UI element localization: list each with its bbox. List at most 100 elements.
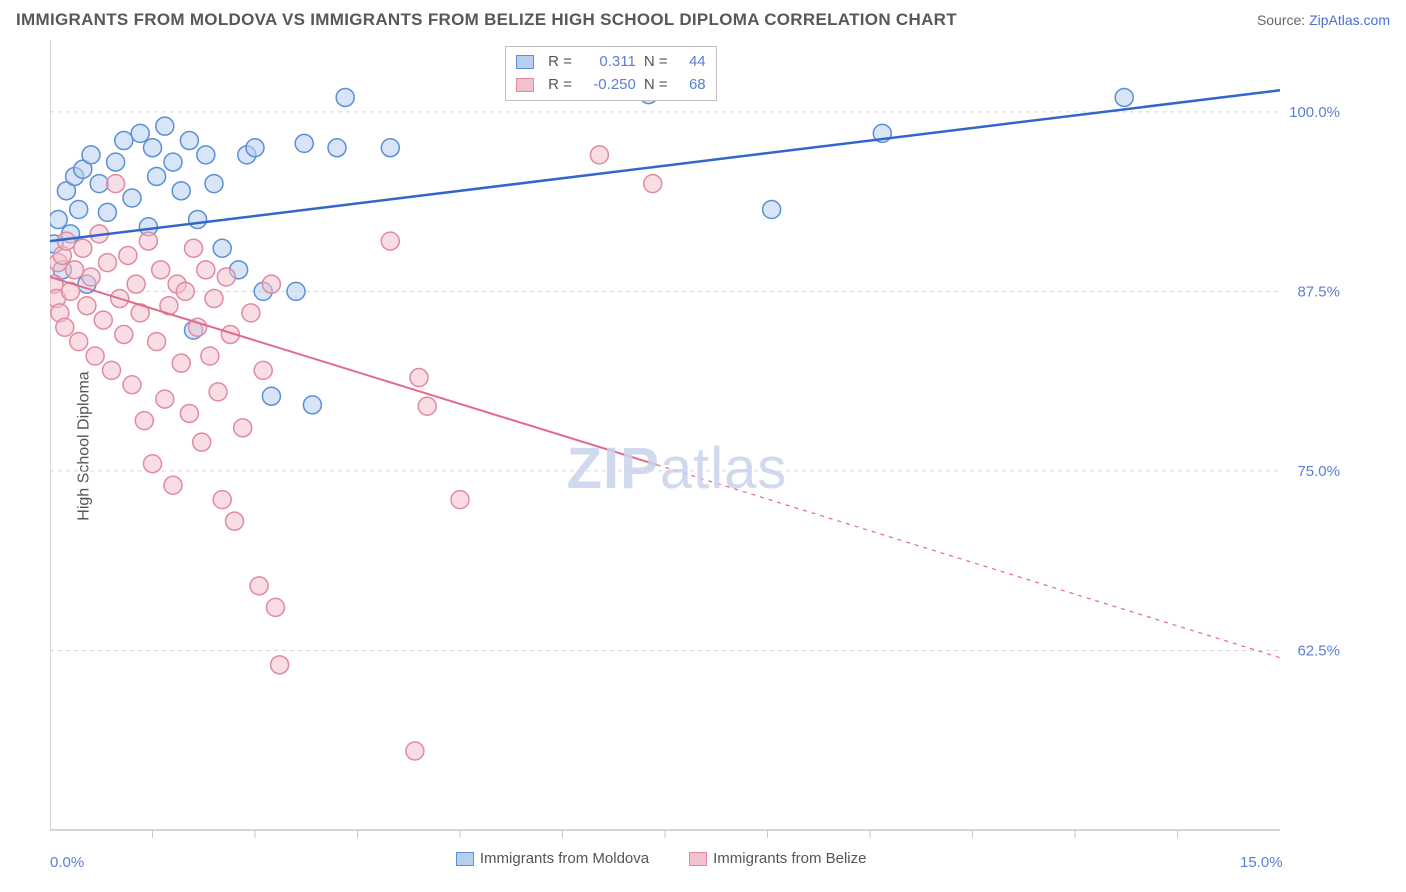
belize-point: [127, 275, 145, 293]
belize-point: [56, 318, 74, 336]
belize-point: [180, 404, 198, 422]
belize-point: [86, 347, 104, 365]
belize-trendline-extrapolated: [657, 465, 1280, 658]
moldova-point: [189, 211, 207, 229]
legend-item-moldova: Immigrants from Moldova: [456, 850, 649, 867]
moldova-swatch-icon: [456, 852, 474, 866]
moldova-point: [1115, 88, 1133, 106]
stats-r-label: R =: [548, 74, 572, 97]
moldova-point: [115, 132, 133, 150]
stats-row-belize: R = -0.250 N = 68: [516, 74, 706, 97]
moldova-point: [144, 139, 162, 157]
belize-point: [94, 311, 112, 329]
belize-point: [271, 656, 289, 674]
chart-container: IMMIGRANTS FROM MOLDOVA VS IMMIGRANTS FR…: [0, 0, 1406, 892]
moldova-point: [381, 139, 399, 157]
belize-point: [74, 239, 92, 257]
stats-n-label: N =: [644, 51, 668, 74]
moldova-point: [287, 282, 305, 300]
moldova-point: [107, 153, 125, 171]
belize-point: [590, 146, 608, 164]
belize-point: [242, 304, 260, 322]
belize-point: [205, 290, 223, 308]
belize-swatch-icon: [689, 852, 707, 866]
chart-title: IMMIGRANTS FROM MOLDOVA VS IMMIGRANTS FR…: [16, 10, 957, 30]
belize-point: [107, 175, 125, 193]
belize-point: [234, 419, 252, 437]
stats-r-value: -0.250: [580, 74, 636, 97]
belize-point: [103, 361, 121, 379]
series-legend: Immigrants from Moldova Immigrants from B…: [456, 850, 867, 867]
legend-item-belize: Immigrants from Belize: [689, 850, 866, 867]
moldova-swatch-icon: [516, 55, 534, 69]
stats-n-value: 68: [676, 74, 706, 97]
y-tick-label: 87.5%: [1297, 283, 1340, 300]
belize-point: [119, 246, 137, 264]
belize-point: [66, 261, 84, 279]
moldova-point: [205, 175, 223, 193]
belize-point: [213, 491, 231, 509]
moldova-point: [70, 200, 88, 218]
stats-r-value: 0.311: [580, 51, 636, 74]
moldova-point: [336, 88, 354, 106]
moldova-point: [131, 124, 149, 142]
belize-point: [262, 275, 280, 293]
belize-point: [156, 390, 174, 408]
moldova-point: [50, 211, 67, 229]
belize-point: [144, 455, 162, 473]
y-tick-label: 100.0%: [1289, 104, 1340, 121]
belize-point: [123, 376, 141, 394]
moldova-trendline: [50, 90, 1280, 241]
moldova-point: [328, 139, 346, 157]
y-tick-label: 62.5%: [1297, 642, 1340, 659]
belize-point: [418, 397, 436, 415]
moldova-point: [156, 117, 174, 135]
belize-point: [172, 354, 190, 372]
source-link[interactable]: ZipAtlas.com: [1309, 12, 1390, 28]
stats-r-label: R =: [548, 51, 572, 74]
belize-point: [381, 232, 399, 250]
belize-point: [267, 598, 285, 616]
moldova-point: [164, 153, 182, 171]
belize-point: [201, 347, 219, 365]
belize-point: [139, 232, 157, 250]
moldova-point: [90, 175, 108, 193]
stats-n-value: 44: [676, 51, 706, 74]
belize-point: [217, 268, 235, 286]
belize-point: [209, 383, 227, 401]
belize-point: [644, 175, 662, 193]
moldova-point: [246, 139, 264, 157]
belize-point: [185, 239, 203, 257]
moldova-point: [303, 396, 321, 414]
moldova-point: [82, 146, 100, 164]
moldova-point: [98, 203, 116, 221]
belize-point: [226, 512, 244, 530]
belize-point: [406, 742, 424, 760]
belize-point: [254, 361, 272, 379]
belize-point: [176, 282, 194, 300]
belize-point: [82, 268, 100, 286]
belize-point: [451, 491, 469, 509]
moldova-point: [213, 239, 231, 257]
x-tick-label: 15.0%: [1240, 854, 1283, 871]
source-attribution: Source: ZipAtlas.com: [1257, 12, 1390, 28]
moldova-point: [123, 189, 141, 207]
belize-point: [70, 333, 88, 351]
stats-row-moldova: R = 0.311 N = 44: [516, 51, 706, 74]
belize-point: [193, 433, 211, 451]
moldova-point: [172, 182, 190, 200]
belize-point: [250, 577, 268, 595]
scatter-plot: 62.5% 75.0% 87.5% 100.0%: [50, 40, 1406, 890]
moldova-point: [148, 167, 166, 185]
stats-n-label: N =: [644, 74, 668, 97]
y-tick-label: 75.0%: [1297, 463, 1340, 480]
moldova-point: [262, 387, 280, 405]
belize-point: [135, 412, 153, 430]
belize-point: [148, 333, 166, 351]
belize-point: [98, 254, 116, 272]
belize-point: [152, 261, 170, 279]
moldova-point: [197, 146, 215, 164]
belize-point: [197, 261, 215, 279]
belize-trendline: [50, 277, 657, 465]
legend-label: Immigrants from Moldova: [480, 850, 649, 867]
